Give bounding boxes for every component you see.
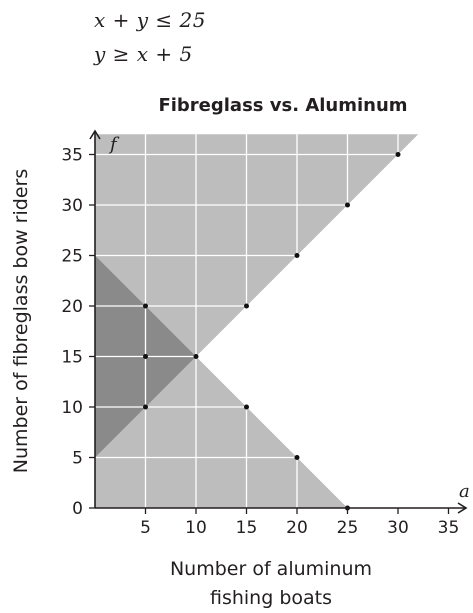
point-5-10 [143, 404, 148, 410]
points-layer [143, 152, 401, 511]
x-axis-variable: a [459, 481, 470, 502]
point-20-25 [294, 253, 300, 258]
x-axis-label-line-2: fishing boats [210, 587, 332, 609]
point-5-20 [143, 303, 148, 309]
x-tick-label-5: 5 [140, 518, 151, 538]
inequality-1: x + y ≤ 25 [94, 8, 206, 32]
y-tick-label-0: 0 [72, 499, 83, 519]
x-axis-label-line-1: Number of aluminum [170, 558, 372, 580]
point-30-35 [395, 152, 401, 157]
point-15-20 [244, 303, 249, 309]
x-tick-label-20: 20 [286, 518, 308, 538]
ticks-layer: 5 10 15 20 25 30 35 0 5 10 15 20 25 30 35 [61, 146, 459, 539]
y-tick-label-25: 25 [61, 247, 83, 267]
y-tick-label-30: 30 [61, 196, 83, 216]
axes-layer [89, 129, 468, 514]
point-25-30 [345, 202, 350, 208]
grid-layer [95, 130, 468, 508]
x-tick-label-30: 30 [387, 518, 409, 538]
regions-layer [95, 134, 419, 508]
inequality-2: y ≥ x + 5 [94, 42, 193, 66]
y-tick-label-15: 15 [61, 348, 83, 368]
region-1 [95, 134, 419, 458]
x-axis-arrow [457, 502, 468, 514]
chart-title: Fibreglass vs. Aluminum [158, 95, 407, 116]
x-tick-label-10: 10 [185, 518, 207, 538]
y-axis-arrow [89, 129, 101, 140]
point-20-5 [294, 455, 300, 460]
point-5-15 [143, 354, 148, 359]
point-15-10 [244, 404, 249, 410]
y-axis-label: Number of fibreglass bow riders [10, 169, 32, 473]
y-tick-label-10: 10 [61, 398, 83, 418]
y-tick-label-35: 35 [61, 146, 83, 166]
x-tick-label-15: 15 [236, 518, 258, 538]
x-tick-label-25: 25 [337, 518, 359, 538]
point-10-15 [193, 354, 199, 359]
x-tick-label-35: 35 [438, 518, 460, 538]
y-tick-label-20: 20 [61, 297, 83, 317]
y-tick-label-5: 5 [72, 449, 83, 469]
